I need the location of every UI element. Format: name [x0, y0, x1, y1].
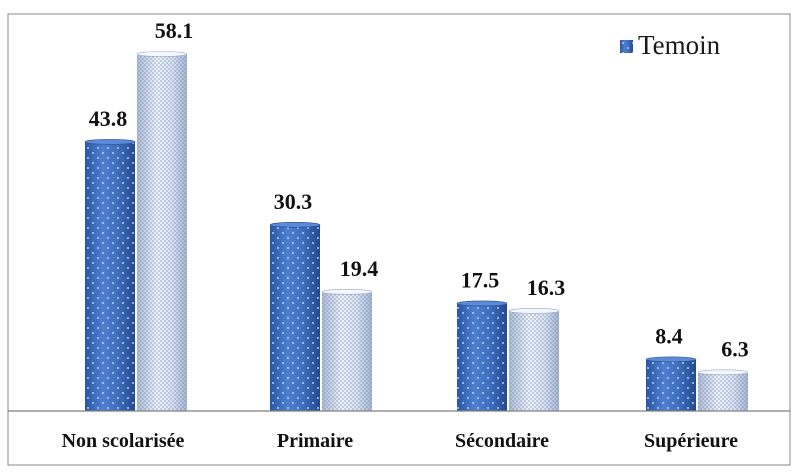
value-label-s-condaire-series-0: 17.5: [461, 267, 500, 292]
value-labels-layer: 43.8 58.1 30.3 19.4 17.5 16.3 8.4 6.3: [89, 18, 749, 361]
bar-pattern: [270, 224, 320, 411]
bar-pattern: [509, 310, 559, 411]
bars-layer: [84, 51, 749, 411]
bar-top-cap: [321, 288, 373, 295]
bar-non-scolaris-e-series-0: [84, 139, 136, 411]
bar-top-cap: [508, 308, 560, 314]
bar-primaire-series-0: [269, 222, 321, 411]
value-label-non-scolaris-e-series-0: 43.8: [89, 106, 128, 131]
legend: Temoin: [620, 30, 721, 60]
bar-top-cap: [269, 222, 321, 228]
bar-pattern: [322, 291, 372, 411]
value-label-sup-rieure-series-1: 6.3: [721, 336, 749, 361]
value-label-primaire-series-0: 30.3: [274, 189, 313, 214]
legend-label-temoin: Temoin: [638, 30, 721, 60]
bar-pattern: [85, 141, 135, 411]
value-label-s-condaire-series-1: 16.3: [527, 275, 566, 300]
bar-sup-rieure-series-0: [645, 356, 697, 411]
x-tick-labels: Non scolarisée Primaire Sécondaire Supérieu…: [62, 430, 739, 452]
bar-top-cap: [456, 300, 508, 307]
bar-top-cap: [697, 369, 749, 376]
bar-pattern: [137, 54, 187, 411]
x-tick-label-3: Supérieure: [644, 430, 738, 452]
bar-top-cap: [84, 139, 136, 145]
bar-pattern: [646, 359, 696, 411]
legend-swatch-pattern: [620, 40, 633, 53]
x-tick-label-0: Non scolarisée: [62, 430, 185, 452]
bar-sup-rieure-series-1: [697, 369, 749, 411]
bar-pattern: [698, 372, 748, 411]
bar-s-condaire-series-0: [456, 300, 508, 411]
chart-frame: [7, 13, 791, 466]
bar-s-condaire-series-1: [508, 308, 560, 411]
value-label-non-scolaris-e-series-1: 58.1: [155, 18, 194, 43]
x-tick-label-2: Sécondaire: [455, 430, 549, 452]
bar-primaire-series-1: [321, 288, 373, 411]
bar-pattern: [457, 303, 507, 411]
bar-non-scolaris-e-series-1: [136, 51, 188, 411]
x-tick-label-1: Primaire: [277, 430, 353, 452]
bar-top-cap: [645, 356, 697, 363]
value-label-sup-rieure-series-0: 8.4: [655, 323, 683, 348]
bar-top-cap: [136, 51, 188, 57]
value-label-primaire-series-1: 19.4: [340, 256, 379, 281]
